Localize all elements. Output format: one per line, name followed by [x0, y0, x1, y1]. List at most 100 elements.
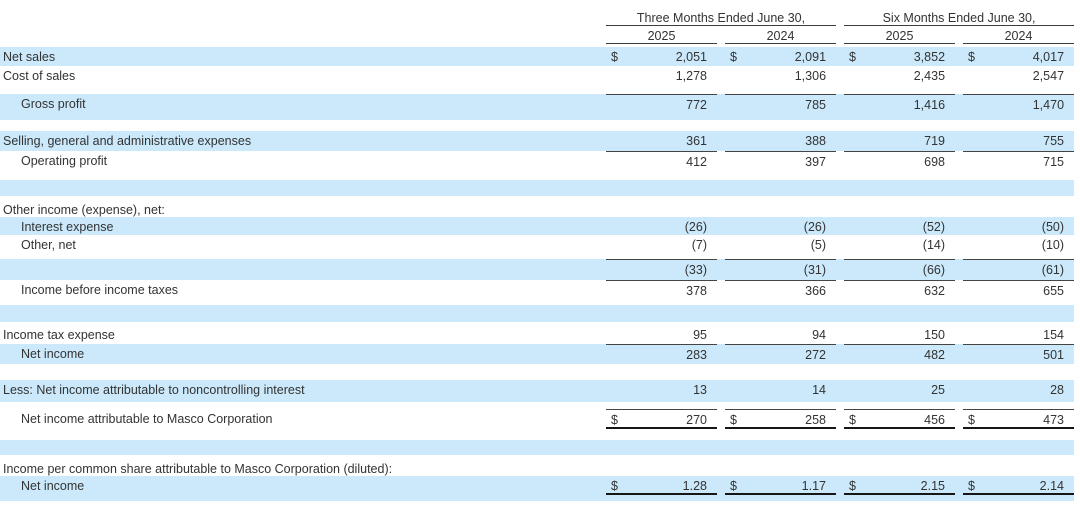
value-wrapper: $4,017 [963, 47, 1074, 64]
dollar-sign: $ [849, 479, 856, 493]
value-cell: $456 [836, 409, 956, 435]
value-cell [955, 459, 1075, 476]
spacer-row [0, 364, 1075, 380]
value-cell: 785 [717, 94, 837, 120]
value-cell: $1.28 [598, 476, 717, 501]
value-wrapper: (50) [963, 217, 1074, 234]
value-cell: $258 [717, 409, 837, 435]
spacer-cell [0, 305, 1075, 322]
value-cell: 94 [717, 325, 837, 344]
value-cell: $2.15 [836, 476, 956, 501]
value-wrapper: $456 [844, 409, 956, 429]
value-cell: 388 [717, 131, 837, 151]
value-wrapper: $2.15 [844, 476, 956, 495]
table-row: (33) (31) (66) (61) [0, 259, 1075, 280]
value-text: 456 [924, 413, 946, 427]
label-column-spacer [0, 26, 598, 44]
spacer-row [0, 322, 1075, 325]
table-row: Selling, general and administrative expe… [0, 131, 1075, 151]
value-text: (31) [803, 263, 827, 277]
value-cell: $473 [955, 409, 1075, 435]
value-text: 632 [924, 284, 946, 298]
value-wrapper: (33) [606, 259, 717, 277]
value-cell: 719 [836, 131, 956, 151]
spacer-row [0, 402, 1075, 409]
value-cell: (10) [955, 235, 1075, 259]
value-cell: 283 [598, 344, 717, 364]
table-row: Interest expense (26) (26) (52) (50) [0, 217, 1075, 235]
value-wrapper: 482 [844, 344, 956, 362]
value-cell: $3,852 [836, 47, 956, 66]
value-text: 1.17 [801, 479, 827, 493]
dollar-sign: $ [611, 50, 618, 64]
value-wrapper: (52) [844, 217, 955, 234]
col-group-three-months: Three Months Ended June 30, [598, 8, 837, 26]
table-body: Net sales $2,051 $2,091 $3,852 $4,017 Cost of… [0, 47, 1075, 501]
spacer-cell [0, 301, 1075, 305]
value-cell: 397 [717, 151, 837, 173]
value-wrapper: $270 [606, 409, 717, 429]
spacer-cell [0, 196, 1075, 200]
value-wrapper: (14) [844, 235, 955, 252]
value-cell: (33) [598, 259, 717, 280]
value-cell: 272 [717, 344, 837, 364]
value-cell: 655 [955, 280, 1075, 301]
table-row: Net income 283 272 482 501 [0, 344, 1075, 364]
spacer-cell [0, 180, 1075, 196]
value-cell: (31) [717, 259, 837, 280]
value-wrapper: 412 [606, 151, 717, 169]
row-label-cell: Net sales [0, 47, 598, 66]
col-group-label: Three Months Ended June 30, [606, 8, 837, 26]
value-cell: $270 [598, 409, 717, 435]
income-statement-table: Three Months Ended June 30, Six Months E… [0, 8, 1075, 501]
value-text: 772 [686, 98, 707, 112]
value-text: 14 [812, 383, 827, 397]
value-text: 1,306 [794, 69, 827, 83]
value-text: 755 [1043, 134, 1065, 148]
dollar-sign: $ [730, 413, 737, 427]
value-text: (14) [922, 238, 946, 252]
value-wrapper: $2.14 [963, 476, 1075, 495]
value-cell: 361 [598, 131, 717, 151]
value-cell: $4,017 [955, 47, 1075, 66]
value-wrapper [963, 459, 1074, 462]
value-cell: 698 [836, 151, 956, 173]
value-text: 2,051 [675, 50, 707, 64]
value-text: (61) [1041, 263, 1065, 277]
dollar-sign: $ [730, 50, 737, 64]
value-text: 2.14 [1039, 479, 1065, 493]
value-cell: $1.17 [717, 476, 837, 501]
value-cell: 755 [955, 131, 1075, 151]
value-wrapper [844, 459, 955, 462]
value-text: 378 [686, 284, 707, 298]
dollar-sign: $ [611, 413, 618, 427]
value-wrapper: 698 [844, 151, 956, 169]
dollar-sign: $ [968, 50, 975, 64]
value-cell: 150 [836, 325, 956, 344]
value-wrapper: (10) [963, 235, 1074, 252]
row-label-cell: Less: Net income attributable to noncont… [0, 380, 598, 402]
value-cell: 366 [717, 280, 837, 301]
value-text: 25 [931, 383, 946, 397]
value-text: 154 [1043, 328, 1065, 342]
value-cell: 378 [598, 280, 717, 301]
value-wrapper: 655 [963, 280, 1075, 298]
dollar-sign: $ [730, 479, 737, 493]
row-label-cell: Cost of sales [0, 66, 598, 94]
value-cell [598, 459, 717, 476]
value-cell: 1,416 [836, 94, 956, 120]
value-text: 501 [1043, 348, 1065, 362]
value-wrapper: $2,091 [725, 47, 836, 64]
row-label: Income per common share attributable to … [3, 462, 393, 476]
value-cell: 28 [955, 380, 1075, 402]
dollar-sign: $ [968, 413, 975, 427]
value-text: 150 [924, 328, 946, 342]
value-wrapper: 13 [606, 380, 717, 397]
year-header: 2025 [836, 26, 956, 44]
row-label-cell: Net income [0, 476, 598, 501]
value-cell: (7) [598, 235, 717, 259]
value-text: 655 [1043, 284, 1065, 298]
value-wrapper: (5) [725, 235, 836, 252]
row-label-cell: Other, net [0, 235, 598, 259]
value-wrapper: 719 [844, 131, 955, 148]
